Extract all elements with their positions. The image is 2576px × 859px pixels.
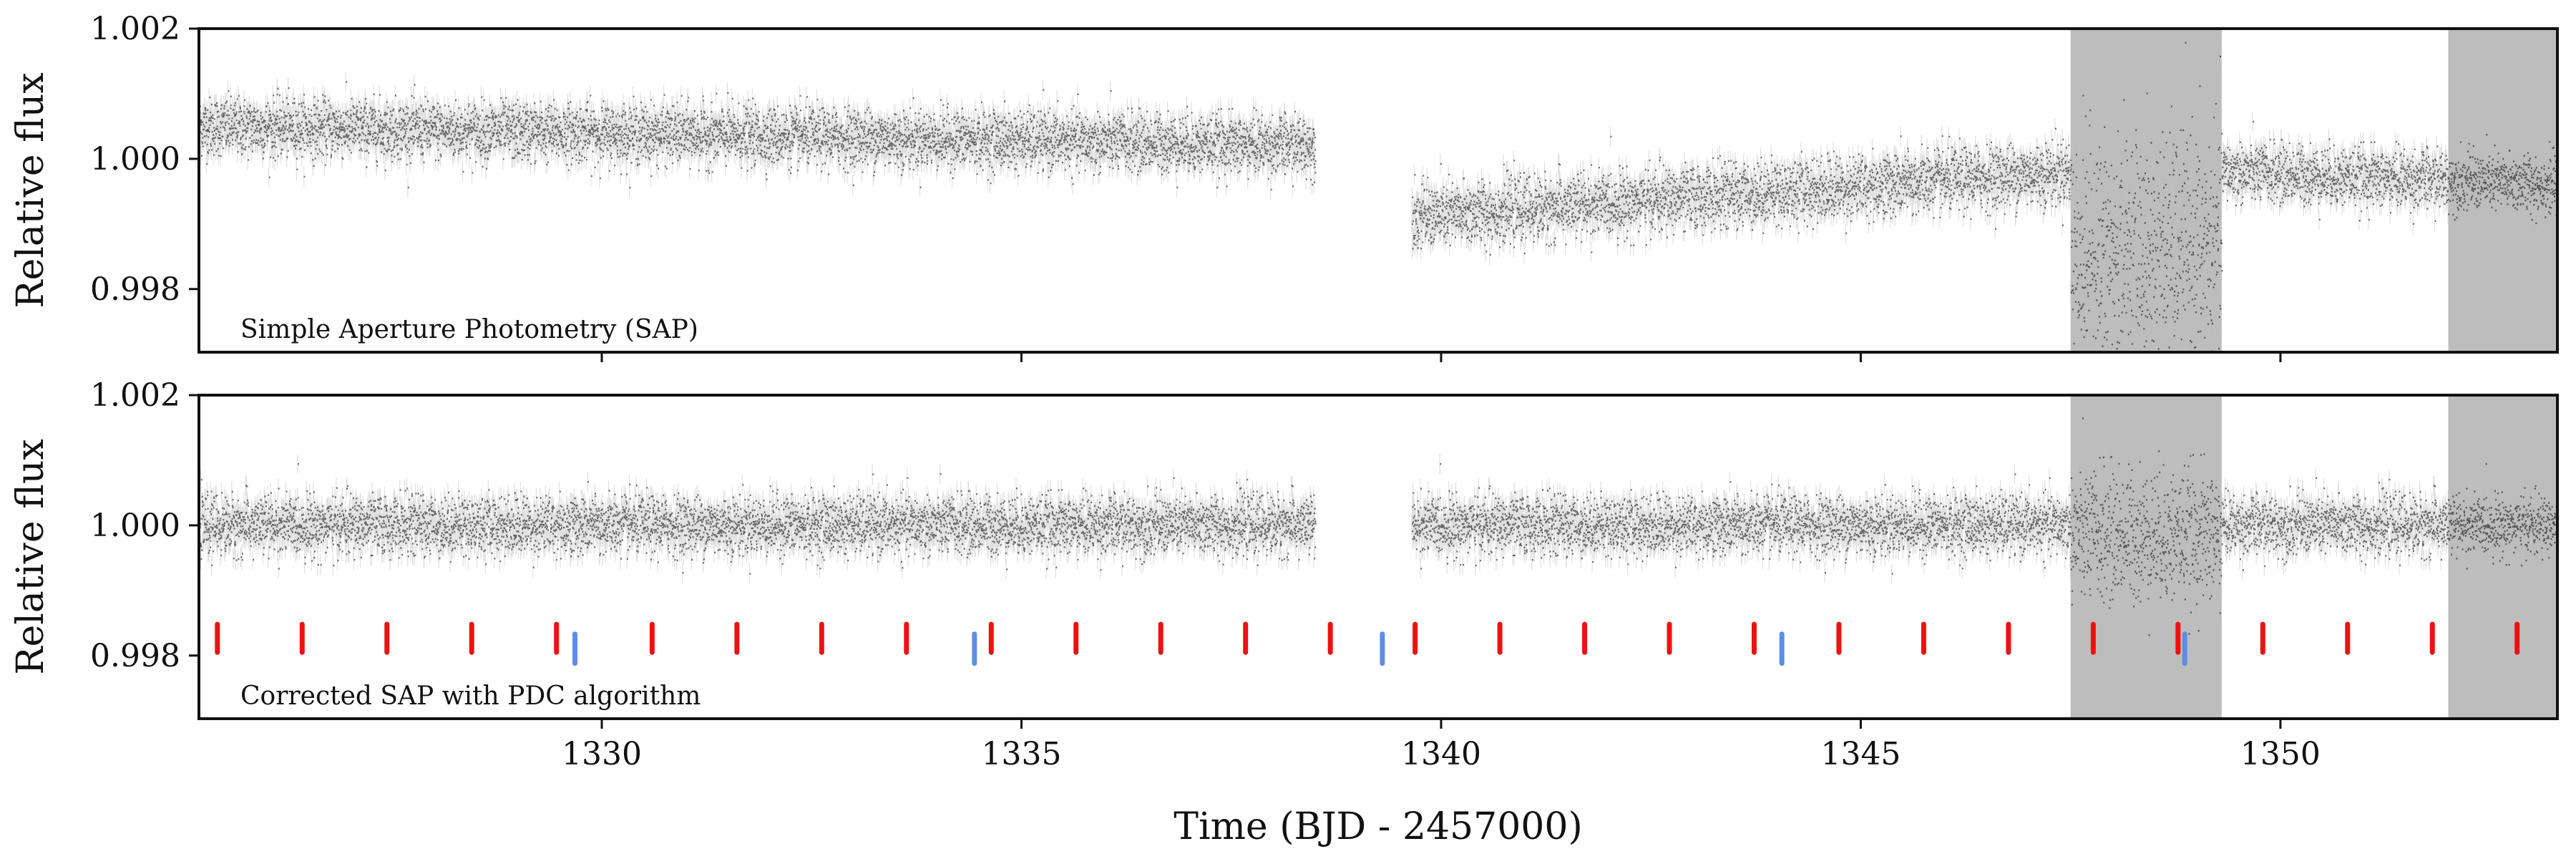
sap-flux-points [199,32,2557,352]
sap-points-segment-3 [2221,120,2557,225]
pdc-y-tick-label-0: 0.998 [90,638,180,674]
transit-markers [215,621,2520,666]
pdc-x-ticks: 1330 1335 1340 1345 1350 [562,719,2321,772]
sap-points-segment-1 [1411,127,2072,256]
pdc-flux-points [199,408,2557,646]
pdc-x-tick-label-2: 1340 [1401,736,1481,772]
x-axis-label: Time (BJD - 2457000) [1174,805,1582,848]
sap-x-ticks [600,352,2282,362]
pdc-panel-annotation: Corrected SAP with PDC algorithm [240,681,701,711]
sap-axes-frame [197,27,2559,354]
pdc-axes-frame [197,394,2559,720]
sap-points-segment-2 [2070,42,2223,352]
pdc-y-tick-label-1: 1.000 [90,508,180,544]
sap-y-ticks: 0.998 1.000 1.002 [90,11,199,308]
sap-y-tick-label-2: 1.002 [90,11,180,47]
sap-y-tick-label-1: 1.000 [90,141,180,178]
pdc-shaded-intervals [2070,395,2557,719]
pdc-y-tick-label-2: 1.002 [90,377,180,414]
sap-y-tick-label-0: 0.998 [90,271,180,308]
pdc-x-tick-label-4: 1350 [2240,736,2321,772]
pdc-x-tick-label-0: 1330 [562,736,642,772]
pdc-points-segment-3 [2221,463,2557,571]
pdc-y-ticks: 0.998 1.000 1.002 [90,377,199,674]
sap-panel: 0.998 1.000 1.002 Simple Aperture Photomet… [9,11,2559,362]
sap-y-axis-label: Relative flux [9,72,52,308]
sap-panel-annotation: Simple Aperture Photometry (SAP) [240,315,698,344]
pdc-points-segment-2 [2070,417,2223,636]
pdc-y-axis-label: Relative flux [9,439,52,674]
pdc-x-tick-label-3: 1345 [1820,736,1901,772]
pdc-x-tick-label-1: 1335 [982,736,1062,772]
pdc-panel: 0.998 1.000 1.002 1330 1335 1340 1345 1350 Cor… [9,377,2559,772]
pdc-shaded-interval-0 [2070,395,2222,719]
pdc-points-segment-1 [1411,463,2072,575]
